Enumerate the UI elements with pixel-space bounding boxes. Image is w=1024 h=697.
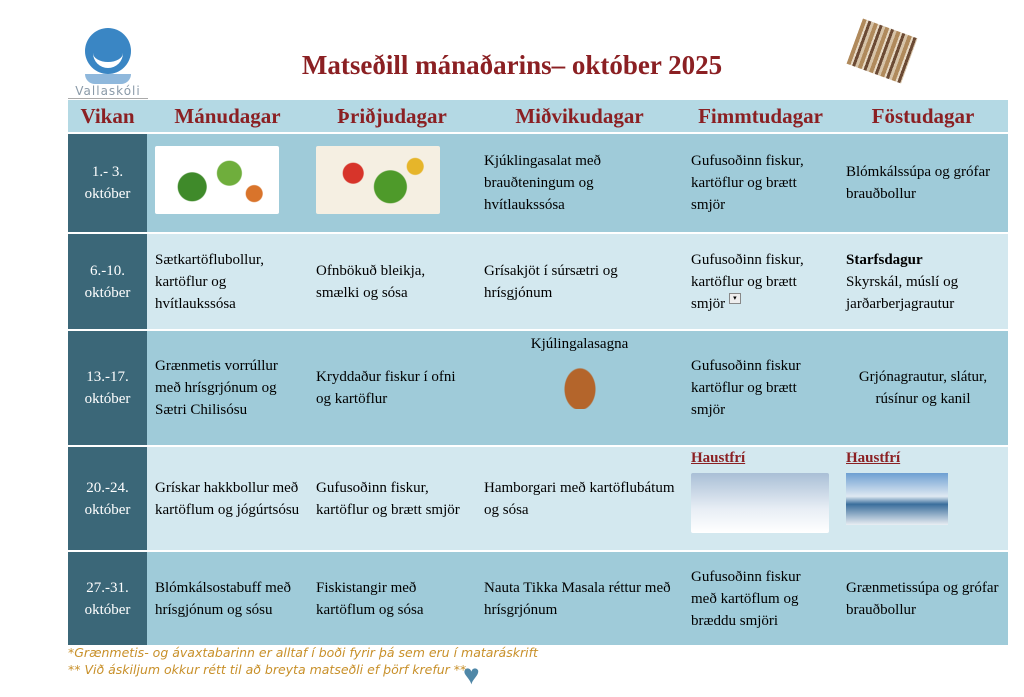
thu-text: Gufusoðinn fiskur, kartöflur og brætt sm… bbox=[691, 251, 804, 312]
snow-forest-image bbox=[691, 473, 829, 533]
mon-cell: Blómkálsostabuff með hrísgjónum og sósu bbox=[147, 551, 308, 647]
wed-cell: Grísakjöt í súrsætri og hrísgjónum bbox=[476, 233, 683, 331]
holiday-label: Haustfrí bbox=[846, 450, 901, 466]
footer-note-2: ** Við áskiljum okkur rétt til að breyta… bbox=[68, 662, 467, 677]
col-fri: Föstudagar bbox=[838, 100, 1008, 134]
heart-icon: ♥ bbox=[463, 660, 480, 691]
fri-text: Skyrskál, múslí og jarðarberjagrautur bbox=[846, 273, 959, 312]
footer-note-1: *Grænmetis- og ávaxtabarinn er alltaf í … bbox=[68, 645, 538, 660]
vegetables-image bbox=[155, 145, 279, 214]
tue-cell: Ofnbökuð bleikja, smælki og sósa bbox=[308, 233, 476, 331]
mon-cell bbox=[147, 133, 308, 234]
col-wed: Miðvikudagar bbox=[476, 100, 683, 134]
week-range: 13.-17. bbox=[86, 369, 129, 385]
thu-cell: Gufusoðinn fiskur, kartöflur og brætt sm… bbox=[683, 133, 838, 234]
tue-cell: Fiskistangir með kartöflum og sósa bbox=[308, 551, 476, 647]
fri-cell: Haustfrí bbox=[838, 446, 1008, 552]
thu-cell: Gufusoðinn fiskur kartöflur og brætt smj… bbox=[683, 330, 838, 447]
col-thu: Fimmtudagar bbox=[683, 100, 838, 134]
tue-cell bbox=[308, 133, 476, 234]
logo-text: Vallaskóli bbox=[68, 84, 148, 99]
fri-cell: Blómkálssúpa og grófar brauðbollur bbox=[838, 133, 1008, 234]
tue-cell: Gufusoðinn fiskur, kartöflur og brætt sm… bbox=[308, 446, 476, 552]
table-header: Vikan Mánudagar Þriðjudagar Miðvikudagar… bbox=[68, 100, 1008, 134]
thu-cell: Haustfrí bbox=[683, 446, 838, 552]
thu-cell: Gufusoðinn fiskur með kartöflum og brædd… bbox=[683, 551, 838, 647]
wed-cell: Hamborgari með kartöflubátum og sósa bbox=[476, 446, 683, 552]
tue-cell: Kryddaður fiskur í ofni og kartöflur bbox=[308, 330, 476, 447]
table-row: 1.- 3. október Kjúklingasalat með brauðte… bbox=[68, 133, 1008, 234]
week-range: 1.- 3. bbox=[91, 164, 124, 180]
logo-figure-icon bbox=[85, 28, 131, 74]
week-month: október bbox=[84, 501, 131, 518]
col-mon: Mánudagar bbox=[147, 100, 308, 134]
wed-cell: Nauta Tikka Masala réttur með hrísgrjónu… bbox=[476, 551, 683, 647]
thu-cell: Gufusoðinn fiskur, kartöflur og brætt sm… bbox=[683, 233, 838, 331]
week-cell: 1.- 3. október bbox=[68, 133, 147, 234]
holiday-label: Haustfrí bbox=[691, 450, 746, 466]
table-row: 13.-17. október Grænmetis vorrúllur með h… bbox=[68, 330, 1008, 447]
school-logo: Vallaskóli bbox=[68, 28, 148, 99]
mon-cell: Sætkartöflubollur, kartöflur og hvítlauk… bbox=[147, 233, 308, 331]
logo-base bbox=[85, 74, 131, 84]
dropdown-icon[interactable]: ▾ bbox=[728, 292, 741, 304]
fri-bold-text: Starfsdagur bbox=[846, 251, 923, 268]
week-cell: 20.-24. október bbox=[68, 446, 147, 552]
table-row: 27.-31. október Blómkálsostabuff með hrís… bbox=[68, 551, 1008, 647]
fri-cell: Grjónagrautur, slátur, rúsínur og kanil bbox=[838, 330, 1008, 447]
week-cell: 27.-31. október bbox=[68, 551, 147, 647]
winter-lake-image bbox=[846, 473, 948, 525]
week-month: október bbox=[84, 284, 131, 301]
week-range: 20.-24. bbox=[86, 479, 129, 496]
wed-cell: Kjúklingasalat með brauðteningum og hvít… bbox=[476, 133, 683, 234]
table-row: 6.-10. október Sætkartöflubollur, kartöfl… bbox=[68, 233, 1008, 331]
col-tue: Þriðjudagar bbox=[308, 100, 476, 134]
week-month: október bbox=[84, 186, 131, 202]
week-range: 6.-10. bbox=[90, 262, 125, 279]
fri-cell: Grænmetissúpa og grófar brauðbollur bbox=[838, 551, 1008, 647]
menu-table: Vikan Mánudagar Þriðjudagar Miðvikudagar… bbox=[68, 100, 1008, 647]
week-cell: 6.-10. október bbox=[68, 233, 147, 331]
vegetables-image bbox=[316, 145, 440, 214]
chicken-image bbox=[561, 365, 598, 409]
wed-cell: Kjúlingalasagna bbox=[476, 330, 683, 447]
week-cell: 13.-17. október bbox=[68, 330, 147, 447]
page-title: Matseðill mánaðarins– október 2025 bbox=[301, 50, 723, 80]
table-row: 20.-24. október Grískar hakkbollur með ka… bbox=[68, 446, 1008, 552]
col-vikan: Vikan bbox=[68, 100, 147, 134]
fri-cell: Starfsdagur Skyrskál, múslí og jarðarberj… bbox=[838, 233, 1008, 331]
mon-cell: Grænmetis vorrúllur með hrísgrjónum og S… bbox=[147, 330, 308, 447]
week-range: 27.-31. bbox=[86, 579, 129, 596]
week-month: október bbox=[84, 391, 131, 407]
week-month: október bbox=[84, 601, 131, 618]
wed-text: Kjúlingalasagna bbox=[530, 336, 629, 352]
mon-cell: Grískar hakkbollur með kartöflum og jógú… bbox=[147, 446, 308, 552]
